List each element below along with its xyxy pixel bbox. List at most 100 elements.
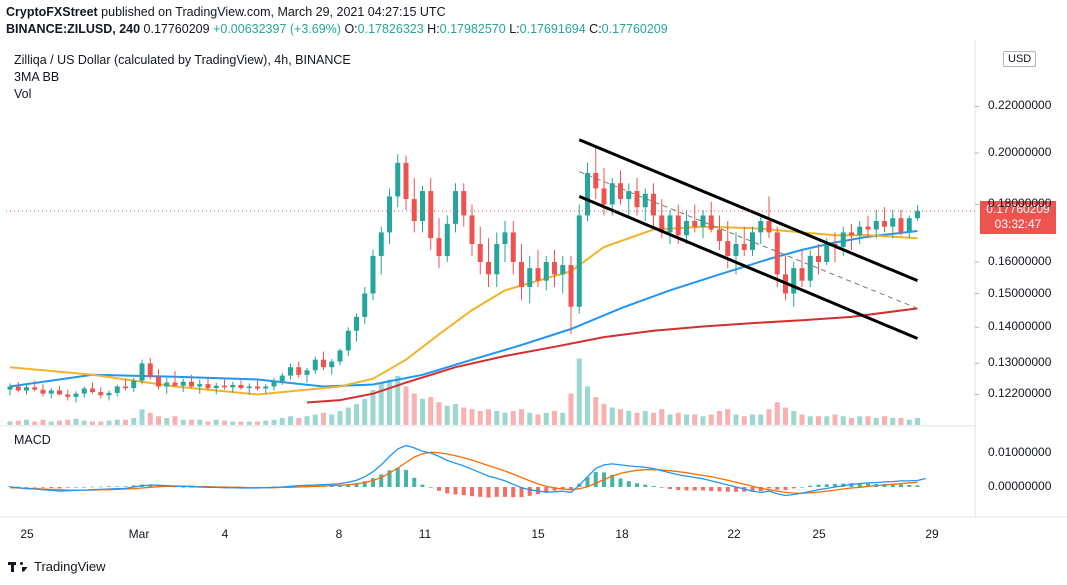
candle-body	[535, 268, 541, 281]
candle-body	[618, 183, 623, 200]
price-chart[interactable]	[0, 40, 1067, 545]
volume-bar	[428, 397, 434, 425]
macd-histogram-bar	[338, 485, 342, 487]
candle-body	[156, 376, 161, 387]
volume-bar	[24, 419, 29, 425]
volume-bar	[461, 407, 467, 425]
macd-histogram-bar	[849, 483, 854, 487]
price-axis-tick: 0.22000000	[988, 98, 1052, 113]
candle-body	[444, 223, 450, 256]
macd-histogram-bar	[593, 472, 598, 487]
volume-bar	[651, 412, 656, 425]
volume-bar	[783, 407, 788, 425]
volume-bar	[90, 421, 95, 425]
candle-body	[312, 359, 318, 371]
chart-title: Zilliqa / US Dollar (calculated by Tradi…	[14, 53, 351, 67]
volume-bar	[378, 383, 384, 425]
candle-body	[48, 390, 54, 394]
price-axis-tick: 0.15000000	[988, 285, 1052, 300]
candle-body	[651, 193, 656, 216]
candle-body	[906, 218, 912, 233]
volume-bar	[535, 414, 541, 425]
macd-histogram-bar	[560, 487, 565, 490]
volume-bar	[543, 412, 549, 425]
published-text: published on TradingView.com, March 29, …	[101, 5, 446, 19]
macd-histogram-bar	[123, 486, 128, 487]
candle-body	[560, 265, 566, 275]
candle-body	[519, 262, 524, 288]
macd-histogram-bar	[552, 487, 557, 491]
currency-badge[interactable]: USD	[1003, 51, 1037, 67]
price-change: +0.00632397 (+3.69%)	[213, 22, 341, 36]
volume-bar	[527, 412, 533, 425]
candle-body	[345, 330, 351, 351]
volume-bar	[494, 411, 500, 425]
macd-histogram-bar	[74, 487, 78, 488]
macd-histogram-bar	[115, 486, 120, 487]
macd-histogram-bar	[816, 484, 821, 487]
candle-body	[304, 370, 310, 375]
candle-body	[453, 191, 458, 224]
candle-body	[395, 162, 401, 197]
volume-bar	[172, 416, 178, 425]
volume-bar	[453, 404, 458, 425]
macd-signal-line	[9, 451, 918, 494]
macd-histogram-bar	[379, 474, 384, 487]
time-axis-tick: 22	[727, 527, 741, 541]
candle-body	[65, 394, 71, 397]
macd-histogram-bar	[610, 474, 615, 487]
candle-body	[411, 199, 417, 222]
volume-bar	[246, 421, 252, 425]
macd-histogram-bar	[866, 483, 870, 487]
channel-lower-trendline	[578, 195, 919, 340]
candle-body	[230, 384, 236, 388]
macd-histogram-bar	[131, 485, 136, 487]
candle-body	[271, 381, 277, 387]
candle-body	[40, 389, 46, 394]
time-axis-tick: 25	[20, 527, 34, 541]
volume-bar	[890, 418, 896, 425]
candle-body	[213, 385, 219, 389]
macd-axis-tick: 0.00000000	[988, 479, 1052, 493]
macd-histogram-bar	[41, 487, 45, 488]
macd-histogram-bar	[173, 486, 177, 488]
publisher-name[interactable]: CryptoFXStreet	[6, 5, 98, 19]
macd-histogram-bar	[90, 486, 95, 488]
volume-bar	[271, 419, 277, 425]
macd-histogram-bar	[585, 477, 590, 487]
macd-histogram-bar	[404, 470, 408, 487]
macd-histogram-bar	[461, 487, 466, 496]
ohlc-close: 0.17760209	[601, 22, 668, 36]
volume-bar	[486, 409, 491, 425]
candle-body	[321, 359, 326, 368]
price-axis-tick: 0.14000000	[988, 319, 1052, 334]
volume-bar	[57, 420, 62, 425]
volume-bar	[840, 416, 846, 425]
volume-bar	[477, 411, 483, 425]
volume-bar	[312, 414, 318, 425]
candle-body	[337, 350, 343, 362]
volume-bar	[791, 411, 797, 425]
indicator-volume-label[interactable]: Vol	[14, 87, 32, 101]
indicator-ma-bb-label[interactable]: 3MA BB	[14, 70, 60, 84]
volume-bar	[222, 420, 227, 425]
volume-bar	[618, 409, 623, 425]
time-axis-tick: 29	[925, 527, 939, 541]
macd-histogram-bar	[626, 481, 631, 487]
macd-histogram-bar	[395, 467, 400, 487]
candle-body	[420, 191, 425, 222]
indicator-macd-label[interactable]: MACD	[14, 433, 51, 447]
footer-brand[interactable]: TradingView	[34, 559, 106, 574]
volume-bar	[659, 409, 665, 425]
candle-body	[387, 196, 392, 233]
volume-bar	[560, 412, 566, 425]
macd-histogram-bar	[651, 485, 656, 487]
macd-histogram-bar	[659, 487, 664, 488]
last-price-tag-value: 0.17760209	[986, 202, 1050, 216]
volume-bar	[395, 376, 401, 425]
volume-bar	[321, 412, 326, 425]
macd-histogram-bar	[833, 483, 837, 487]
macd-histogram-bar	[470, 487, 474, 497]
volume-bar	[898, 418, 904, 425]
candle-body	[24, 387, 29, 391]
